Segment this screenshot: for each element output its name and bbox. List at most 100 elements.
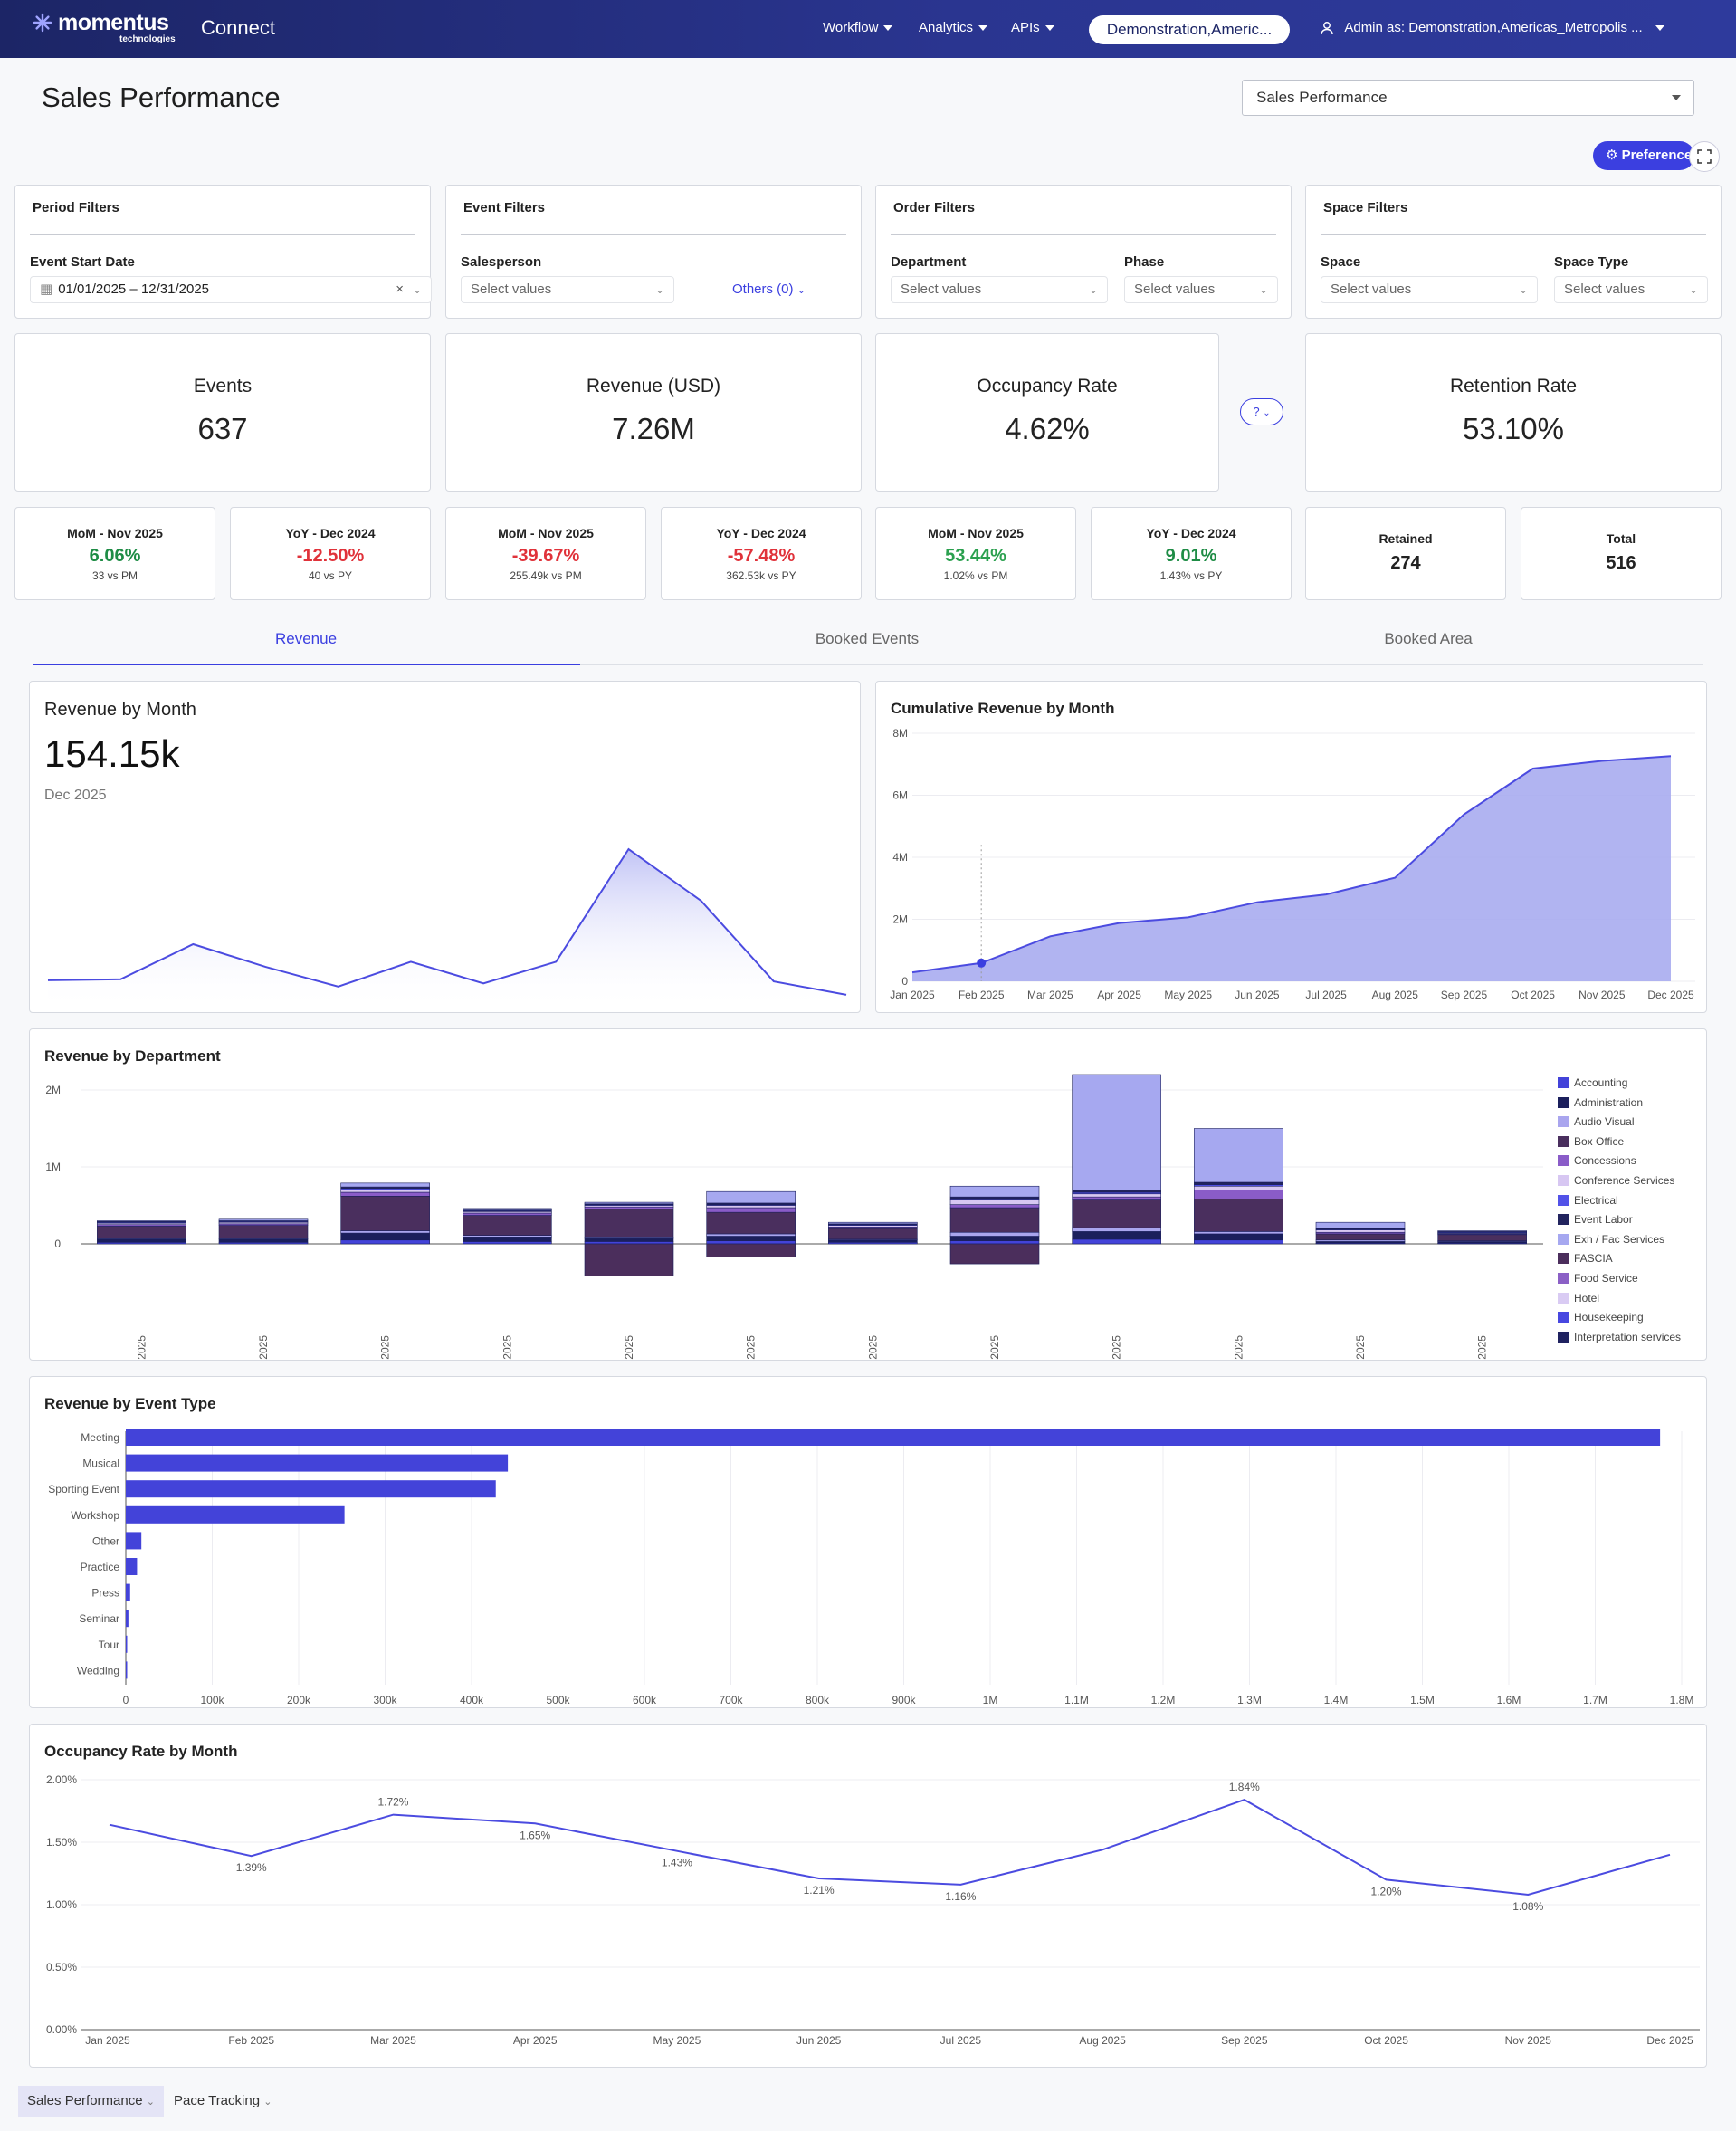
- mini-kpi-value: 53.44%: [945, 546, 1006, 566]
- tenant-selector[interactable]: Demonstration,Americ...: [1089, 15, 1290, 44]
- y-tick-label: Tour: [99, 1639, 119, 1651]
- x-tick-label: Feb 2025: [959, 989, 1005, 1001]
- legend-item[interactable]: Conference Services: [1558, 1174, 1674, 1187]
- legend-item[interactable]: Accounting: [1558, 1076, 1627, 1089]
- legend-swatch: [1558, 1273, 1569, 1284]
- legend-swatch: [1558, 1214, 1569, 1226]
- mini-kpi-card: MoM - Nov 2025 6.06% 33 vs PM: [14, 507, 215, 600]
- bar-conference-services-oct-2025: [1194, 1185, 1283, 1190]
- momentus-logo[interactable]: momentus technologies: [33, 10, 176, 44]
- y-tick-label: 1M: [45, 1161, 61, 1173]
- chevron-down-icon: ⌄: [1258, 283, 1268, 296]
- kpi-events-card: Events 637: [14, 333, 431, 492]
- bar-accounting-aug-2025: [949, 1240, 1040, 1245]
- tab-booked-area[interactable]: Booked Area: [1384, 630, 1473, 647]
- legend-item[interactable]: Box Office: [1558, 1135, 1624, 1148]
- legend-item[interactable]: Hotel: [1558, 1292, 1599, 1304]
- bar-audio-visual-jun-2025: [706, 1233, 796, 1237]
- bar-administration-aug-2025: [949, 1236, 1040, 1241]
- data-label: 1.21%: [804, 1884, 835, 1897]
- bottom-tab-pace-tracking[interactable]: Pace Tracking ⌄: [165, 2086, 281, 2117]
- bottom-tab-sales-performance[interactable]: Sales Performance ⌄: [18, 2086, 164, 2117]
- others-filter-toggle[interactable]: Others (0) ⌄: [732, 282, 806, 297]
- data-label: 1.20%: [1371, 1885, 1402, 1897]
- space-select[interactable]: Select values ⌄: [1321, 276, 1538, 303]
- calendar-icon: ▦: [40, 282, 53, 297]
- nav-workflow-menu[interactable]: Workflow: [823, 20, 893, 35]
- help-dropdown-button[interactable]: ? ⌄: [1240, 398, 1283, 425]
- logo-text: momentus: [58, 10, 169, 35]
- x-tick-label: Sep 2025: [1441, 989, 1488, 1001]
- x-tick-label: Mar 2025: [379, 1335, 392, 1360]
- legend-item[interactable]: Event Labor: [1558, 1213, 1633, 1226]
- preferences-button[interactable]: ⚙ Preferences: [1593, 141, 1694, 170]
- x-tick-label: Jun 2025: [1235, 989, 1280, 1001]
- bar-conference-services-sep-2025: [1072, 1193, 1161, 1198]
- clear-icon[interactable]: ×: [396, 282, 404, 297]
- mini-kpi-card: YoY - Dec 2024 9.01% 1.43% vs PY: [1091, 507, 1292, 600]
- data-label: 1.72%: [377, 1796, 408, 1809]
- bar-conference-services-aug-2025: [949, 1199, 1040, 1205]
- mini-kpi-sub: 40 vs PY: [308, 569, 353, 582]
- dashboard-select[interactable]: Sales Performance: [1242, 80, 1694, 116]
- cumulative-revenue-chart: 0 2M 4M 6M 8M Jan 2025 Feb 2025 Mar 2025 Apr 202…: [890, 727, 1695, 1001]
- y-tick-label: 8M: [892, 727, 908, 740]
- event-start-date-picker[interactable]: ▦ 01/01/2025 – 12/31/2025 × ⌄: [30, 276, 432, 303]
- bar-exh-fac-services-may-2025: [584, 1201, 674, 1205]
- y-tick-label: 0: [54, 1238, 61, 1250]
- event-filters-card: Event Filters Salesperson Select values ⌄…: [445, 185, 862, 319]
- department-select[interactable]: Select values ⌄: [891, 276, 1108, 303]
- admin-user-menu[interactable]: Admin as: Demonstration,Americas_Metropo…: [1320, 20, 1664, 35]
- x-tick-label: Oct 2025: [1232, 1335, 1245, 1360]
- salesperson-select[interactable]: Select values ⌄: [461, 276, 674, 303]
- legend-item[interactable]: Housekeeping: [1558, 1311, 1644, 1324]
- nav-analytics-menu[interactable]: Analytics: [919, 20, 988, 35]
- x-tick-label: Apr 2025: [501, 1335, 513, 1360]
- bar-other: [126, 1532, 142, 1550]
- nav-apis-menu[interactable]: APIs: [1011, 20, 1054, 35]
- x-tick-label: Apr 2025: [1097, 989, 1141, 1001]
- legend-item[interactable]: Administration: [1558, 1096, 1643, 1109]
- legend-item[interactable]: Electrical: [1558, 1194, 1618, 1207]
- legend-item[interactable]: FASCIA: [1558, 1252, 1613, 1265]
- legend-item[interactable]: Food Service: [1558, 1272, 1638, 1285]
- legend-item[interactable]: Interpretation services: [1558, 1331, 1681, 1343]
- mini-kpi-title: YoY - Dec 2024: [285, 526, 376, 540]
- legend-item[interactable]: Concessions: [1558, 1154, 1636, 1167]
- caret-down-icon: [978, 25, 988, 32]
- y-tick-label: 1.00%: [46, 1898, 77, 1911]
- x-tick-label: 1.2M: [1151, 1694, 1176, 1706]
- revenue-sparkline-chart: [47, 847, 847, 1010]
- bar-box-office-jul-2025: [828, 1228, 918, 1240]
- y-tick-label: Practice: [81, 1561, 120, 1573]
- tab-revenue[interactable]: Revenue: [274, 630, 338, 647]
- bar-exh-fac-services-jan-2025: [97, 1220, 186, 1222]
- space-type-select[interactable]: Select values ⌄: [1554, 276, 1708, 303]
- bar-concessions-jun-2025: [706, 1207, 796, 1213]
- x-tick-label: 1.6M: [1497, 1694, 1521, 1706]
- revenue-month-period: Dec 2025: [44, 788, 107, 803]
- bar-conference-services-jun-2025: [706, 1205, 796, 1209]
- event-filters-title: Event Filters: [463, 200, 546, 215]
- legend-label: Housekeeping: [1574, 1311, 1644, 1324]
- tab-booked-events[interactable]: Booked Events: [815, 630, 920, 647]
- bar-musical: [126, 1454, 509, 1472]
- legend-item[interactable]: Exh / Fac Services: [1558, 1233, 1664, 1246]
- legend-item[interactable]: Audio Visual: [1558, 1115, 1635, 1128]
- bar-seminar: [126, 1610, 129, 1628]
- legend-swatch: [1558, 1253, 1569, 1265]
- x-tick-label: May 2025: [653, 2034, 701, 2047]
- data-label: 1.39%: [236, 1861, 267, 1874]
- mini-kpi-card: MoM - Nov 2025 -39.67% 255.49k vs PM: [445, 507, 646, 600]
- y-tick-label: Workshop: [71, 1509, 119, 1522]
- occupancy-rate-chart: 0.00% 0.50% 1.00% 1.50% 2.00% 1.39% 1.72% 1.65%…: [46, 1773, 1700, 2047]
- phase-select[interactable]: Select values ⌄: [1124, 276, 1278, 303]
- active-tab-indicator: [33, 664, 580, 665]
- dashboard-select-value: Sales Performance: [1256, 89, 1388, 106]
- y-tick-label: 2M: [45, 1084, 61, 1096]
- x-tick-label: 0: [123, 1694, 129, 1706]
- date-range-value: 01/01/2025 – 12/31/2025: [58, 282, 210, 297]
- fullscreen-button[interactable]: [1689, 141, 1720, 172]
- bar-meeting: [126, 1429, 1661, 1446]
- space-type-label: Space Type: [1554, 254, 1629, 270]
